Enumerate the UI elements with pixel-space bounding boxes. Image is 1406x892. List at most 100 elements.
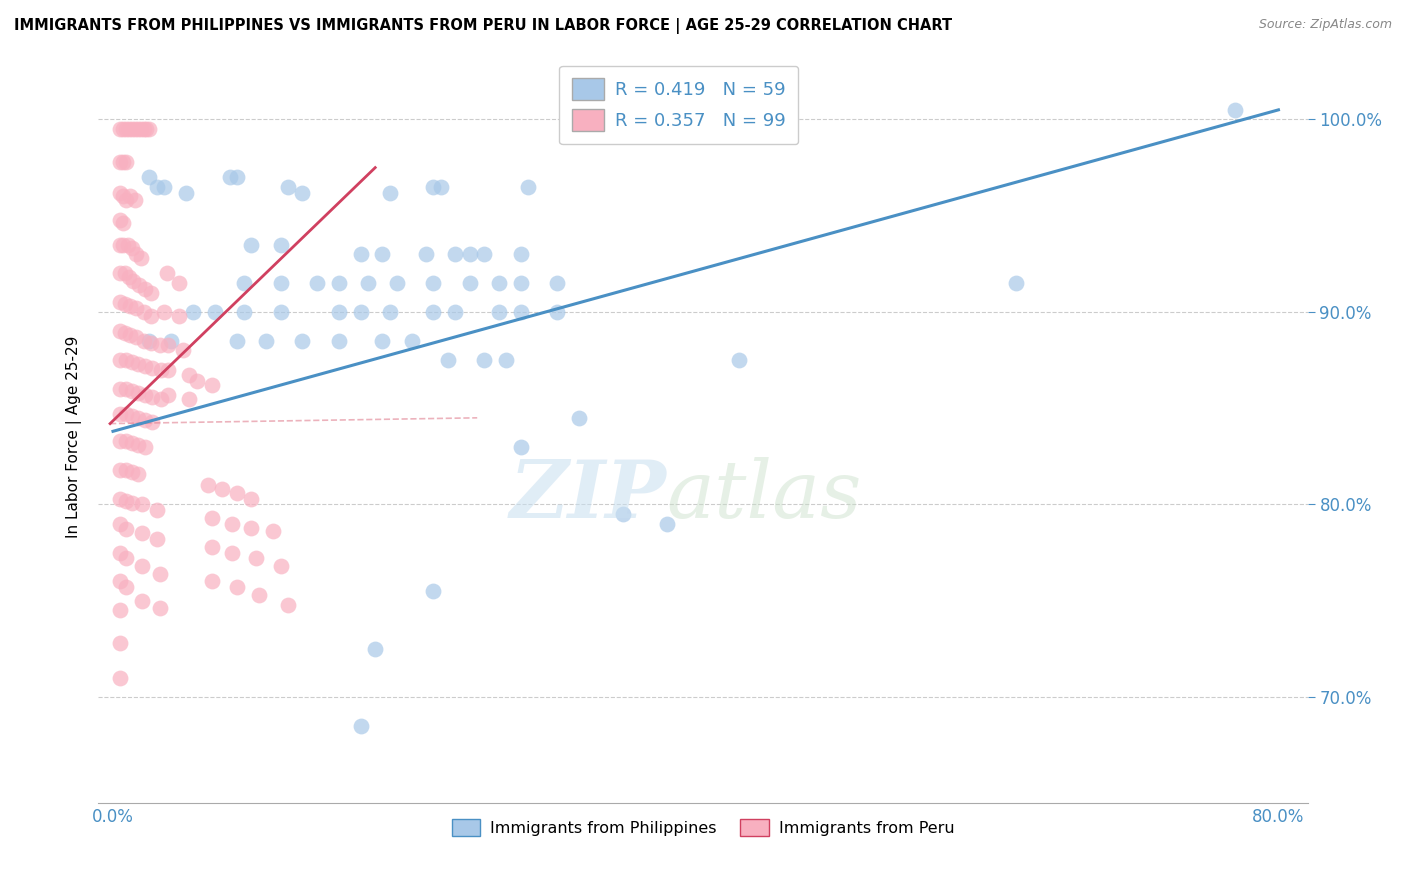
Point (110, 636, 132, 650)
Point (350, 305, 373, 319)
Point (177, 392, 200, 406)
Point (509, 440, 531, 454)
Point (115, 493, 138, 508)
Point (110, 122, 132, 136)
Point (247, 588, 270, 602)
Point (240, 520, 263, 534)
Point (134, 282, 156, 296)
Point (509, 305, 531, 319)
Point (110, 382, 132, 396)
Point (131, 526, 153, 541)
Y-axis label: In Labor Force | Age 25-29: In Labor Force | Age 25-29 (66, 336, 83, 538)
Point (204, 305, 226, 319)
Point (150, 392, 173, 406)
Point (350, 247, 373, 261)
Point (474, 353, 496, 368)
Point (157, 337, 180, 351)
Point (110, 186, 132, 200)
Point (177, 368, 200, 383)
Point (127, 410, 149, 425)
Point (378, 305, 401, 319)
Point (201, 511, 224, 525)
Point (115, 194, 138, 208)
Point (153, 305, 176, 319)
Point (110, 237, 132, 252)
Point (115, 382, 138, 396)
Point (157, 362, 180, 376)
Point (270, 305, 292, 319)
Point (121, 495, 143, 509)
Point (139, 309, 162, 323)
Point (371, 247, 394, 261)
Point (114, 297, 136, 311)
Point (132, 305, 155, 319)
Point (115, 463, 138, 477)
Point (422, 276, 444, 290)
Point (153, 179, 176, 194)
Point (110, 603, 132, 617)
Point (201, 378, 224, 392)
Point (110, 295, 132, 310)
Point (110, 267, 132, 281)
Point (262, 524, 284, 539)
Point (127, 438, 149, 452)
Point (211, 482, 233, 496)
Point (444, 305, 467, 319)
Point (112, 122, 135, 136)
Point (201, 574, 224, 589)
Point (328, 334, 350, 348)
Point (350, 719, 373, 733)
Point (110, 574, 132, 589)
Point (225, 580, 247, 594)
Point (149, 337, 172, 351)
Point (378, 186, 401, 200)
Point (121, 384, 143, 398)
Point (488, 276, 510, 290)
Point (115, 580, 138, 594)
Point (240, 237, 263, 252)
Point (125, 301, 148, 315)
Point (115, 353, 138, 368)
Point (112, 189, 135, 203)
Point (385, 276, 408, 290)
Point (141, 360, 163, 375)
Point (277, 179, 299, 194)
Point (138, 170, 160, 185)
Point (218, 170, 240, 185)
Point (357, 276, 380, 290)
Point (568, 410, 591, 425)
Point (225, 486, 247, 500)
Point (201, 540, 224, 554)
Point (141, 390, 163, 404)
Point (270, 276, 292, 290)
Text: IMMIGRANTS FROM PHILIPPINES VS IMMIGRANTS FROM PERU IN LABOR FORCE | AGE 25-29 C: IMMIGRANTS FROM PHILIPPINES VS IMMIGRANT… (14, 18, 952, 34)
Point (612, 507, 634, 521)
Point (509, 247, 531, 261)
Point (277, 598, 299, 612)
Point (124, 194, 146, 208)
Point (546, 276, 568, 290)
Point (728, 353, 751, 368)
Point (221, 516, 243, 531)
Point (134, 413, 156, 427)
Point (458, 247, 481, 261)
Point (437, 353, 460, 368)
Point (115, 523, 138, 537)
Point (135, 122, 157, 136)
Point (655, 516, 678, 531)
Point (145, 532, 167, 546)
Point (245, 551, 267, 566)
Point (121, 465, 143, 479)
Point (120, 299, 142, 313)
Point (122, 274, 145, 288)
Point (1005, 276, 1028, 290)
Point (1223, 103, 1246, 117)
Point (125, 247, 148, 261)
Point (115, 154, 138, 169)
Point (181, 305, 204, 319)
Point (174, 186, 197, 200)
Point (134, 359, 156, 373)
Point (129, 122, 152, 136)
Point (132, 334, 155, 348)
Point (127, 122, 149, 136)
